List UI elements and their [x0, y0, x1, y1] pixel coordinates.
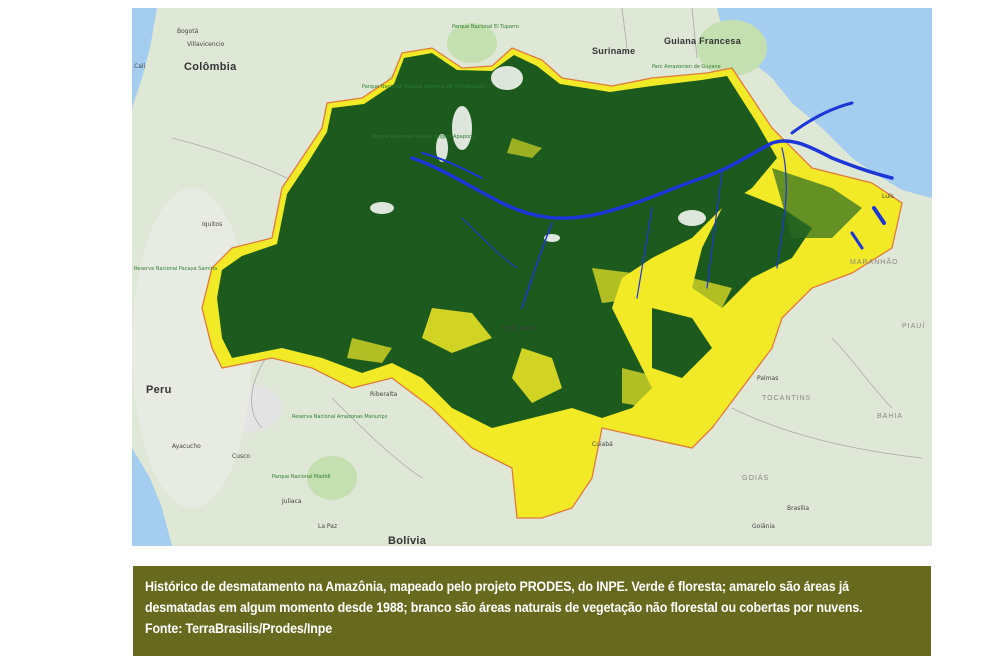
park-area [447, 23, 497, 63]
city-label: Ayacucho [172, 443, 201, 450]
city-label: Juliaca [281, 498, 302, 505]
amazon-forest-region [217, 53, 777, 428]
maranhao-water [850, 231, 864, 250]
amazon-forest-patch [772, 168, 862, 238]
city-label: La Paz [318, 523, 337, 530]
amazon-forest-patch [692, 188, 812, 308]
city-label: Porto Velho [502, 325, 536, 332]
deforestation-streak [592, 268, 642, 303]
park-label: Parque Nacional El Tuparro [452, 24, 519, 30]
non-forest-patch [544, 234, 560, 242]
state-label: PIAUÍ [902, 321, 925, 330]
deforestation-streak [507, 138, 542, 158]
state-label: TOCANTINS [762, 395, 811, 402]
border-line [731, 407, 923, 459]
city-label: Brasília [787, 505, 809, 512]
deforestation-streak [422, 308, 492, 353]
country-label-french-guiana: Guiana Francesa [664, 36, 742, 46]
caption-line-2: desmatadas em algum momento desde 1988; … [145, 600, 863, 615]
madeira-river [521, 222, 553, 309]
park-label: Parc Amazonien de Guyane [652, 64, 721, 70]
park-label: Parque Nacional Madidi [272, 474, 331, 480]
city-label: Bogotá [177, 28, 199, 35]
caption-source: Fonte: TerraBrasilis/Prodes/Inpe [145, 621, 333, 636]
non-forest-patch [370, 202, 394, 214]
park-area [307, 456, 357, 500]
city-label: Palmas [757, 375, 778, 382]
city-label: Cuiabá [592, 441, 613, 448]
park-label: Parque Nacional Natural Yaigojé Apaporis [372, 133, 476, 140]
state-label: BAHIA [877, 413, 903, 420]
city-label: Iquitos [202, 221, 222, 228]
border-line [331, 397, 423, 479]
border-line [621, 8, 628, 49]
maranhao-bay [872, 206, 886, 225]
city-label: Riberalta [370, 391, 397, 398]
country-label-bolivia: Bolívia [388, 535, 427, 546]
park-label: Parque Nacional Natural Serranía de Chir… [362, 83, 485, 90]
caption-line-1: Histórico de desmatamento na Amazônia, m… [145, 579, 849, 594]
country-label-peru: Peru [146, 384, 172, 396]
pacific-ocean-south [132, 448, 172, 546]
atlantic-ocean [717, 8, 932, 198]
park-label: Reserva Nacional Pacaya Samiria [134, 266, 217, 272]
deforestation-streak [687, 278, 732, 308]
amazon-river [410, 139, 894, 220]
city-label: Goiânia [752, 523, 775, 530]
park-area [697, 20, 767, 76]
deforestation-streak [347, 338, 392, 363]
amazon-forest-patch [652, 308, 712, 378]
rio-negro [421, 152, 483, 179]
purus-river [461, 217, 518, 269]
tapajos-river [636, 207, 653, 299]
city-label: Villavicencio [187, 41, 225, 48]
country-label-suriname: Suriname [592, 46, 635, 56]
state-label: MARANHÃO [850, 257, 898, 266]
border-line [831, 337, 893, 409]
deforestation-streak [512, 348, 562, 403]
non-forest-patch [678, 210, 706, 226]
marajo-water [790, 101, 854, 135]
deforestation-streak [622, 368, 662, 408]
border-line [691, 8, 698, 59]
city-label: Luís [882, 193, 894, 200]
map-caption: Histórico de desmatamento na Amazônia, m… [133, 566, 931, 656]
city-label: Cali [134, 63, 146, 70]
xingu-river [706, 172, 723, 289]
country-label-colombia: Colômbia [184, 61, 237, 73]
state-label: GOIÁS [742, 473, 769, 482]
city-label: Cusco [232, 453, 250, 460]
tocantins-river [776, 147, 787, 269]
amazon-deforestation-map: Colômbia Peru Bolívia Suriname Guiana Fr… [132, 8, 932, 546]
park-label: Reserva Nacional Amazonas Manurips [292, 414, 388, 420]
non-forest-patch [436, 134, 448, 162]
non-forest-patch [452, 106, 472, 150]
non-forest-patch [491, 66, 523, 90]
pacific-ocean [132, 8, 157, 108]
